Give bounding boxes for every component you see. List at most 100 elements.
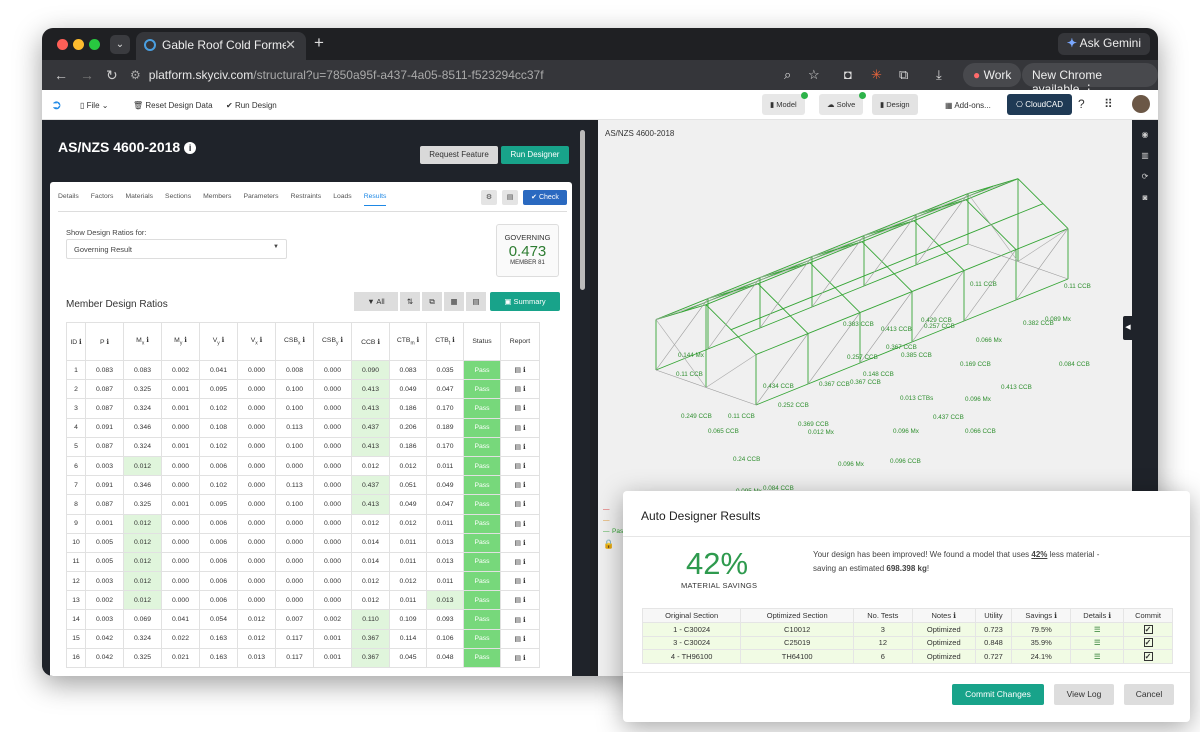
- table-row[interactable]: 1 0.083 0.083 0.002 0.041 0.000 0.008 0.000 0.09…: [66, 359, 540, 381]
- frame-member[interactable]: [967, 178, 1019, 195]
- report-info-icon[interactable]: ℹ: [522, 463, 526, 471]
- rotate-icon[interactable]: ⟳: [1141, 172, 1149, 181]
- frame-member[interactable]: [911, 270, 965, 293]
- copy-icon[interactable]: ⧉: [422, 292, 442, 311]
- table-row[interactable]: 7 0.091 0.346 0.000 0.102 0.000 0.113 0.000 0.43…: [66, 475, 540, 496]
- frame-member[interactable]: [757, 262, 811, 285]
- frame-member[interactable]: [1017, 178, 1069, 229]
- column-header[interactable]: Mx ℹ: [123, 322, 162, 361]
- frame-member[interactable]: [755, 383, 809, 406]
- frame-member[interactable]: [759, 306, 813, 329]
- report-file-icon[interactable]: ▤: [514, 424, 521, 432]
- tab-sections[interactable]: Sections: [165, 193, 192, 200]
- tab-parameters[interactable]: Parameters: [243, 193, 279, 200]
- sort-icon[interactable]: ⇅: [400, 292, 420, 311]
- commit-checkbox[interactable]: ✓: [1143, 651, 1153, 661]
- frame-member[interactable]: [915, 178, 1019, 215]
- frame-member[interactable]: [755, 333, 809, 356]
- tab-details[interactable]: Details: [58, 193, 79, 200]
- frame-member[interactable]: [967, 193, 1019, 262]
- lock-icon[interactable]: 🔒: [603, 539, 614, 549]
- report-file-icon[interactable]: ▤: [514, 482, 521, 490]
- info-icon[interactable]: ℹ: [182, 337, 187, 345]
- column-header[interactable]: CCB ℹ: [351, 322, 390, 361]
- frame-member[interactable]: [759, 256, 813, 329]
- frame-member[interactable]: [911, 320, 965, 343]
- document-icon[interactable]: ▤: [502, 190, 518, 205]
- frame-member[interactable]: [863, 264, 917, 287]
- frame-member[interactable]: [963, 249, 1017, 272]
- column-header[interactable]: Vx ℹ: [237, 322, 276, 361]
- reload-icon[interactable]: ↻: [106, 67, 118, 83]
- frame-member[interactable]: [807, 312, 861, 335]
- frame-member[interactable]: [809, 241, 863, 264]
- panel-scrollbar[interactable]: [580, 130, 585, 290]
- addons-menu[interactable]: ▦ Add-ons...: [945, 101, 991, 110]
- help-icon[interactable]: ?: [1078, 97, 1085, 111]
- frame-member[interactable]: [913, 199, 967, 222]
- file-menu[interactable]: ▯ File ⌄: [80, 101, 108, 110]
- frame-member[interactable]: [655, 283, 759, 320]
- solve-toggle[interactable]: ☁ Solve: [819, 92, 867, 115]
- report-file-icon[interactable]: ▤: [514, 539, 521, 547]
- report-info-icon[interactable]: ℹ: [522, 616, 526, 624]
- browser-tab[interactable]: Gable Roof Cold Formed 2025 ✕: [136, 32, 306, 60]
- frame-member[interactable]: [811, 235, 865, 258]
- table-row[interactable]: 15 0.042 0.324 0.022 0.163 0.012 0.117 0.001 0.3…: [66, 628, 540, 649]
- report-file-icon[interactable]: ▤: [514, 635, 521, 643]
- frame-member[interactable]: [886, 245, 940, 268]
- cloudcad-button[interactable]: ⎔ CloudCAD: [1007, 94, 1073, 115]
- info-icon[interactable]: ℹ: [1052, 611, 1058, 620]
- close-window-button[interactable]: [57, 39, 68, 50]
- extensions-puzzle-icon[interactable]: ⧉: [899, 67, 909, 82]
- panel-collapse-handle[interactable]: ◀: [1123, 316, 1133, 340]
- frame-member[interactable]: [707, 277, 761, 350]
- table-row[interactable]: 3 0.087 0.324 0.001 0.102 0.000 0.100 0.000 0.41…: [66, 398, 540, 419]
- report-info-icon[interactable]: ℹ: [522, 424, 526, 432]
- report-info-icon[interactable]: ℹ: [522, 443, 526, 451]
- column-header[interactable]: ID ℹ: [66, 322, 86, 361]
- report-file-icon[interactable]: ▤: [514, 367, 521, 375]
- report-file-icon[interactable]: ▤: [514, 616, 521, 624]
- frame-member[interactable]: [915, 243, 969, 266]
- info-icon[interactable]: ℹ: [1106, 611, 1112, 620]
- table-row[interactable]: 9 0.001 0.012 0.000 0.006 0.000 0.000 0.000 0.01…: [66, 513, 540, 534]
- info-icon[interactable]: ℹ: [257, 337, 263, 345]
- column-header[interactable]: CTBm ℹ: [389, 322, 427, 361]
- frame-member[interactable]: [863, 214, 917, 237]
- ask-gemini-button[interactable]: ✦ Ask Gemini: [1057, 33, 1150, 55]
- frame-member[interactable]: [1017, 228, 1069, 262]
- frame-member[interactable]: [807, 312, 861, 385]
- info-icon[interactable]: ℹ: [375, 338, 380, 346]
- request-feature-button[interactable]: Request Feature: [420, 146, 498, 164]
- chrome-update-button[interactable]: New Chrome available ⋮: [1022, 63, 1158, 96]
- tab-results[interactable]: Results: [363, 193, 387, 206]
- profile-button[interactable]: ● Work: [963, 63, 1022, 87]
- frame-member[interactable]: [861, 220, 915, 243]
- frame-member[interactable]: [811, 285, 865, 308]
- filter-all-button[interactable]: ▼ All: [354, 292, 398, 311]
- details-list-icon[interactable]: ☰: [1093, 624, 1101, 634]
- table-row[interactable]: 2 0.087 0.325 0.001 0.095 0.000 0.100 0.000 0.41…: [66, 379, 540, 400]
- report-file-icon[interactable]: ▤: [514, 405, 521, 413]
- info-icon[interactable]: ℹ: [951, 611, 957, 620]
- extension-shield-icon[interactable]: ◘: [844, 67, 852, 82]
- column-header[interactable]: Report: [500, 322, 540, 361]
- report-file-icon[interactable]: ▤: [514, 597, 521, 605]
- minimize-window-button[interactable]: [73, 39, 84, 50]
- report-info-icon[interactable]: ℹ: [522, 386, 526, 394]
- frame-member[interactable]: [1015, 228, 1069, 301]
- report-info-icon[interactable]: ℹ: [522, 405, 526, 413]
- info-icon[interactable]: i: [184, 142, 197, 154]
- info-icon[interactable]: ℹ: [450, 337, 455, 345]
- frame-member[interactable]: [963, 299, 1017, 322]
- table-row[interactable]: 4 0.091 0.346 0.000 0.108 0.000 0.113 0.000 0.43…: [66, 417, 540, 438]
- frame-member[interactable]: [859, 291, 913, 364]
- apps-grid-icon[interactable]: ⠿: [1104, 97, 1113, 111]
- report-file-icon[interactable]: ▤: [514, 520, 521, 528]
- frame-member[interactable]: [915, 193, 969, 216]
- eye-icon[interactable]: ◉: [1141, 130, 1149, 139]
- tab-restraints[interactable]: Restraints: [290, 193, 322, 200]
- frame-member[interactable]: [1015, 278, 1069, 301]
- site-info-icon[interactable]: ⚙: [130, 68, 141, 82]
